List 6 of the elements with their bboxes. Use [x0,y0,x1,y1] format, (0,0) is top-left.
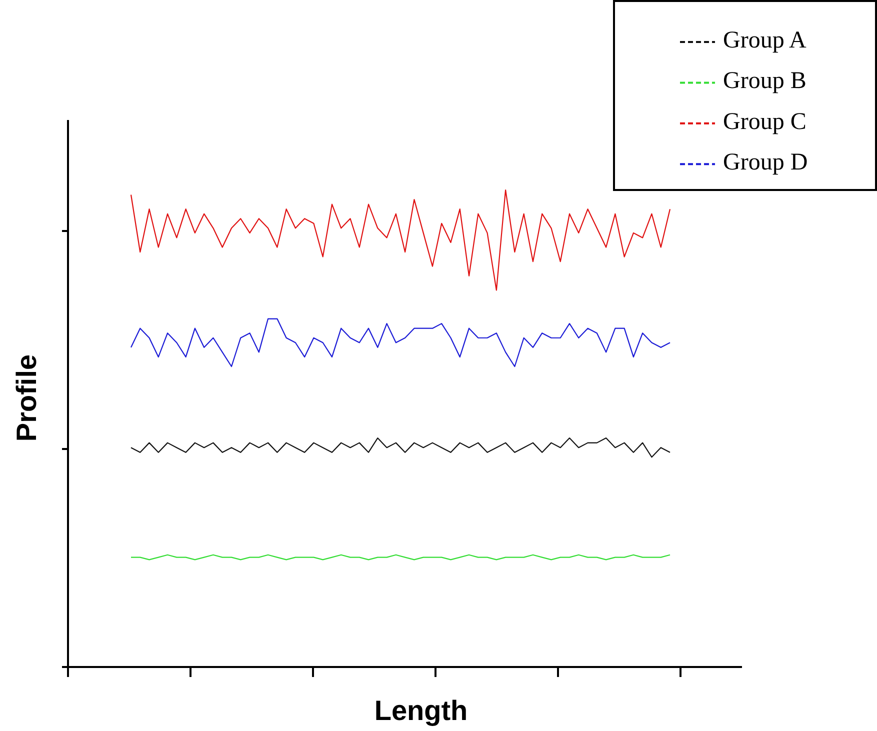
legend-label: Group C [723,108,806,135]
x-axis-title: Length [374,695,468,726]
legend-label: Group A [723,28,807,54]
legend-label: Group B [723,68,806,94]
y-axis-title: Profile [11,354,42,442]
legend-label: Group D [723,150,808,176]
